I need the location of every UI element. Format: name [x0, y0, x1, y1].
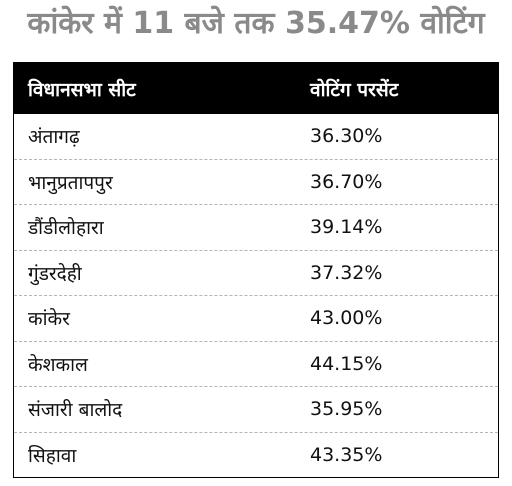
voting-percent: 43.35%: [310, 443, 383, 466]
header-percent: वोटिंग परसेंट: [310, 78, 399, 101]
voting-percent: 36.30%: [310, 125, 383, 148]
voting-percent: 36.70%: [310, 170, 383, 193]
seat-name: डौंडीलोहारा: [28, 217, 104, 240]
table-header: विधानसभा सीट वोटिंग परसेंट: [14, 63, 498, 114]
table-row: कांकेर 43.00%: [14, 295, 498, 341]
table-row: अंतागढ़ 36.30%: [14, 114, 498, 159]
table-row: संजारी बालोद 35.95%: [14, 386, 498, 432]
voting-percent: 44.15%: [310, 352, 383, 375]
seat-name: संजारी बालोद: [28, 399, 123, 422]
voting-percent: 37.32%: [310, 261, 383, 284]
page-title: कांकेर में 11 बजे तक 35.47% वोटिंग: [27, 6, 485, 41]
voting-percent: 43.00%: [310, 307, 383, 330]
table-row: गुंडरदेही 37.32%: [14, 249, 498, 296]
seat-name: भानुप्रतापपुर: [28, 171, 113, 194]
voting-percent: 39.14%: [310, 216, 383, 239]
table-row: डौंडीलोहारा 39.14%: [14, 204, 498, 250]
seat-name: अंतागढ़: [28, 126, 80, 149]
seat-name: कांकेर: [28, 308, 70, 331]
seat-name: केशकाल: [28, 353, 88, 376]
header-seat: विधानसभा सीट: [28, 78, 136, 101]
seat-name: सिहावा: [28, 444, 77, 467]
seat-name: गुंडरदेही: [28, 262, 82, 285]
table-row: भानुप्रतापपुर 36.70%: [14, 158, 498, 205]
voting-percent: 35.95%: [310, 398, 383, 421]
table-row: सिहावा 43.35%: [14, 431, 498, 478]
table-row: केशकाल 44.15%: [14, 340, 498, 387]
voting-table: विधानसभा सीट वोटिंग परसेंट अंतागढ़ 36.30…: [13, 62, 499, 478]
